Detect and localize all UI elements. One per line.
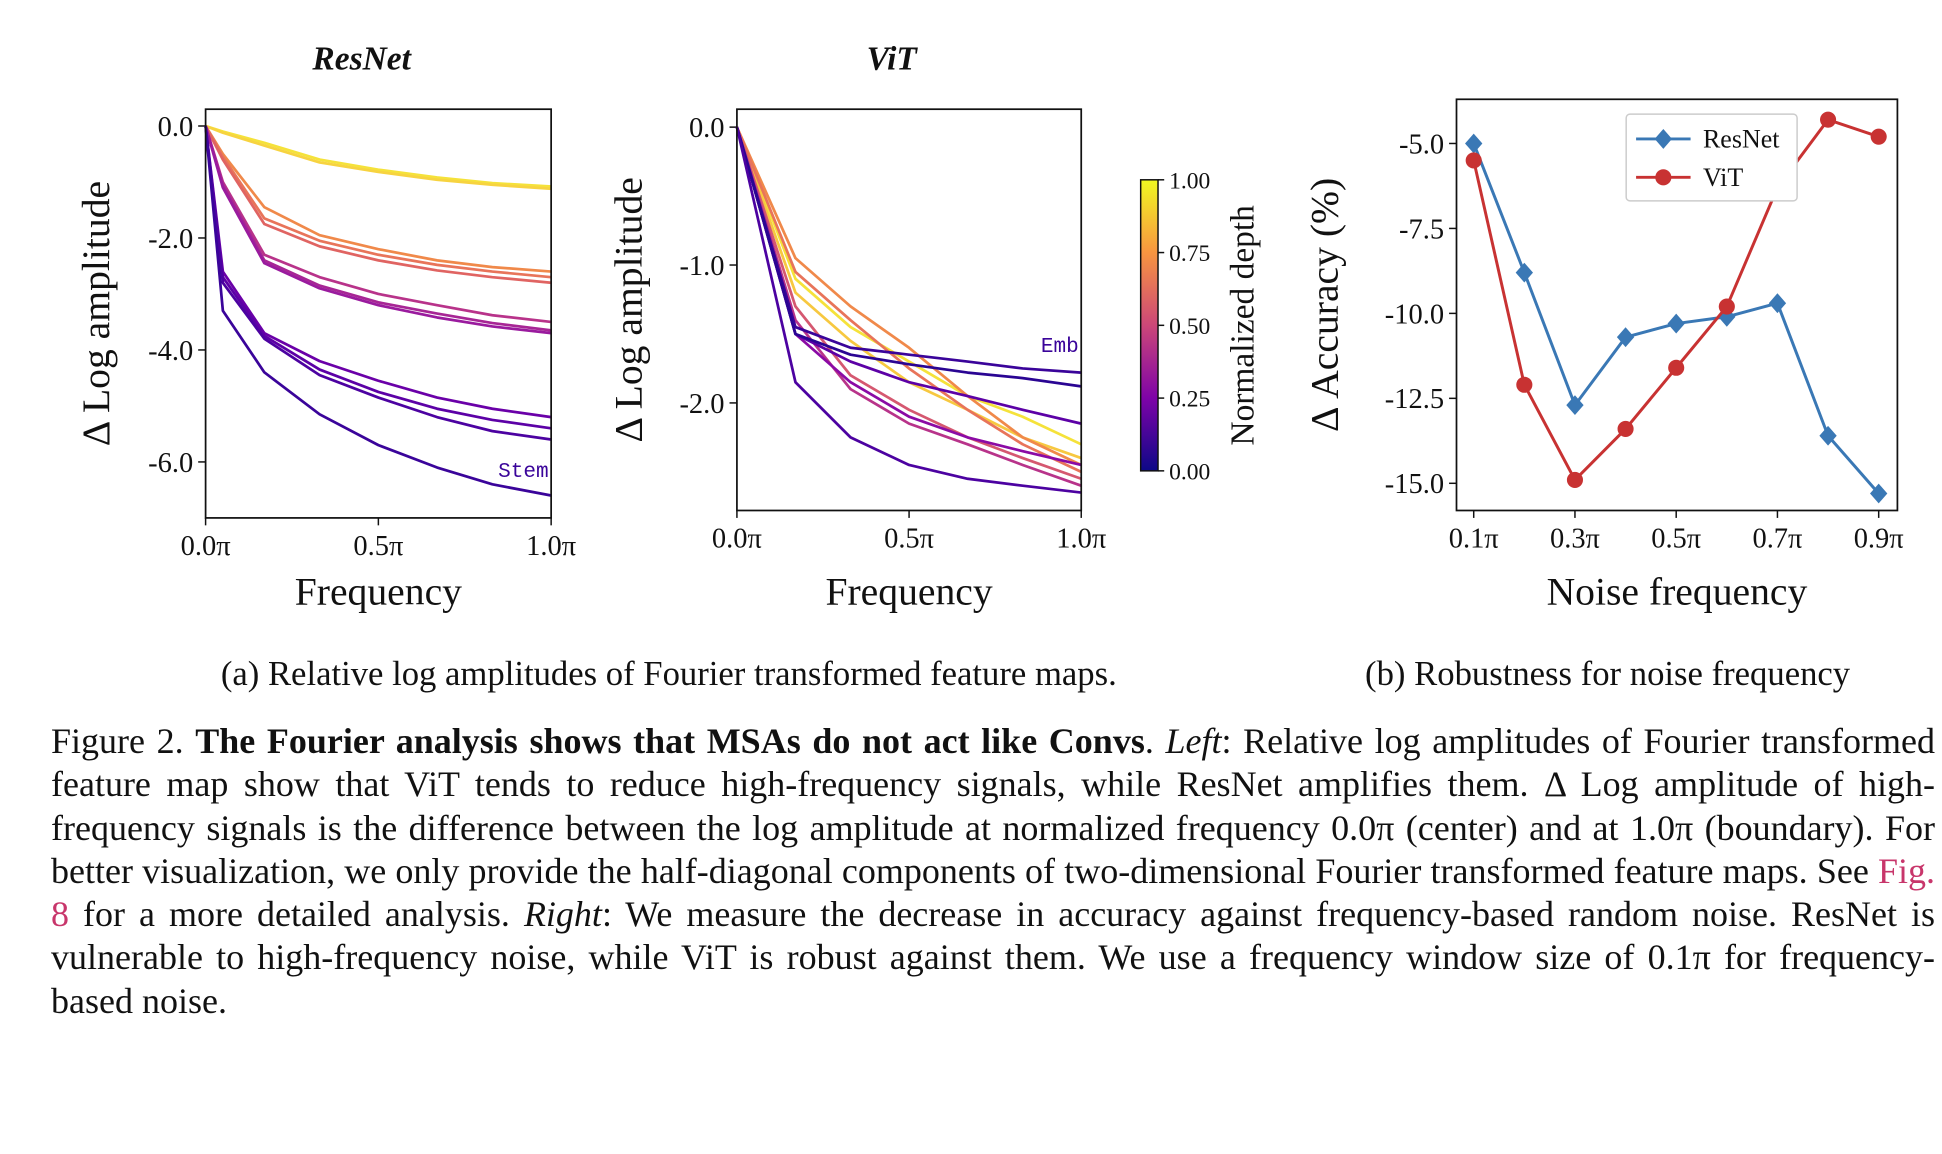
- figure: (a) Relative log amplitudes of Fourier t…: [74, 41, 1904, 694]
- legend-label: ResNet: [1703, 125, 1780, 154]
- series-line: [735, 126, 1082, 487]
- marker: [1465, 133, 1483, 154]
- series-line: [735, 126, 1082, 374]
- y-tick-label: -10.0: [1385, 299, 1444, 330]
- colorbar-label: Normalized depth: [1224, 205, 1261, 446]
- chart-title: ResNet: [311, 41, 412, 78]
- x-axis-label: Frequency: [825, 570, 992, 614]
- marker: [1515, 262, 1534, 283]
- caption-text: Figure 2.: [51, 721, 196, 761]
- y-tick-label: -6.0: [148, 448, 193, 479]
- series-line: [204, 125, 552, 273]
- legend-marker: [1655, 169, 1672, 186]
- x-tick-label: 0.7π: [1752, 524, 1802, 555]
- y-axis-label: Δ Log amplitude: [607, 177, 651, 442]
- colorbar-tick-label: 0.25: [1169, 387, 1210, 413]
- x-axis-label: Noise frequency: [1547, 570, 1808, 614]
- marker: [1617, 420, 1634, 437]
- y-axis-label: Δ Log amplitude: [74, 181, 118, 446]
- series-line: [204, 125, 552, 332]
- y-tick-label: -2.0: [679, 389, 724, 420]
- caption-bold: The Fourier analysis shows that MSAs do …: [195, 721, 1145, 761]
- x-tick-label: 0.0π: [712, 524, 762, 555]
- y-tick-label: -1.0: [679, 251, 724, 282]
- caption-text: for a more detailed analysis.: [69, 894, 524, 935]
- caption-text: : We measure the decrease in accuracy ag…: [51, 894, 1935, 1021]
- series-line: [204, 125, 552, 419]
- series-line: [204, 125, 552, 335]
- series-line: [205, 124, 552, 188]
- plot-frame: [1455, 98, 1899, 512]
- marker: [1718, 298, 1735, 315]
- y-tick-label: -5.0: [1399, 129, 1444, 160]
- marker: [1820, 111, 1837, 128]
- series-line: [735, 126, 1082, 494]
- y-tick-label: -4.0: [148, 336, 193, 367]
- colorbar: [1139, 179, 1159, 472]
- colorbar-tick-label: 0.75: [1169, 241, 1210, 267]
- caption-text: .: [1144, 721, 1166, 761]
- x-axis-label: Frequency: [295, 570, 462, 614]
- x-tick-label: 0.5π: [884, 524, 934, 555]
- colorbar-tick-label: 1.00: [1169, 168, 1210, 194]
- series-line: [204, 125, 552, 497]
- x-tick-label: 0.0π: [181, 531, 231, 562]
- marker: [1667, 313, 1685, 334]
- marker: [1870, 128, 1887, 145]
- colorbar-tick-label: 0.50: [1169, 314, 1210, 340]
- x-tick-label: 0.1π: [1449, 524, 1499, 555]
- series-line: [735, 126, 1082, 481]
- x-tick-label: 0.5π: [353, 531, 403, 562]
- series-line: [204, 125, 552, 279]
- y-tick-label: -2.0: [148, 224, 193, 255]
- series-line: [204, 125, 552, 285]
- marker: [1668, 359, 1685, 376]
- subcaption: (b) Robustness for noise frequency: [1365, 655, 1851, 693]
- marker: [1465, 152, 1482, 169]
- caption-italic: Right: [523, 894, 602, 935]
- x-tick-label: 1.0π: [526, 531, 576, 562]
- series-line: [205, 124, 552, 191]
- subcaption: (a) Relative log amplitudes of Fourier t…: [221, 655, 1117, 693]
- x-tick-label: 0.5π: [1651, 524, 1701, 555]
- x-tick-label: 1.0π: [1056, 524, 1106, 555]
- series-line: [735, 126, 1082, 467]
- y-tick-label: 0.0: [689, 113, 725, 144]
- figure-link[interactable]: Fig. 8: [51, 850, 1935, 935]
- legend-marker: [1654, 129, 1673, 149]
- series-line: [204, 125, 552, 430]
- colorbar-tick-label: 0.00: [1169, 460, 1210, 486]
- marker: [1566, 471, 1584, 488]
- series-line: [735, 126, 1082, 388]
- annotation: Emb: [1041, 335, 1079, 359]
- marker: [1516, 376, 1533, 393]
- y-tick-label: -7.5: [1399, 214, 1444, 245]
- y-tick-label: 0.0: [158, 112, 194, 143]
- annotation: Stem: [498, 460, 549, 484]
- plot-frame: [736, 108, 1083, 512]
- legend-label: ViT: [1703, 163, 1743, 192]
- y-tick-label: -15.0: [1385, 469, 1444, 500]
- chart-title: ViT: [867, 41, 919, 78]
- x-tick-label: 0.3π: [1550, 524, 1600, 555]
- series-line: [204, 125, 552, 441]
- series-line: [735, 126, 1082, 446]
- series-line: [735, 126, 1082, 474]
- caption-text: : Relative log amplitudes of Fourier tra…: [51, 721, 1935, 891]
- caption: Figure 2. The Fourier analysis shows tha…: [51, 720, 1935, 1023]
- y-axis-label: Δ Accuracy (%): [1303, 178, 1347, 432]
- y-tick-label: -12.5: [1385, 384, 1444, 415]
- marker: [1870, 483, 1888, 504]
- series-line: [204, 125, 552, 324]
- caption-italic: Left: [1165, 721, 1222, 761]
- plot-frame: [204, 108, 553, 519]
- x-tick-label: 0.9π: [1854, 524, 1904, 555]
- marker: [1768, 293, 1787, 314]
